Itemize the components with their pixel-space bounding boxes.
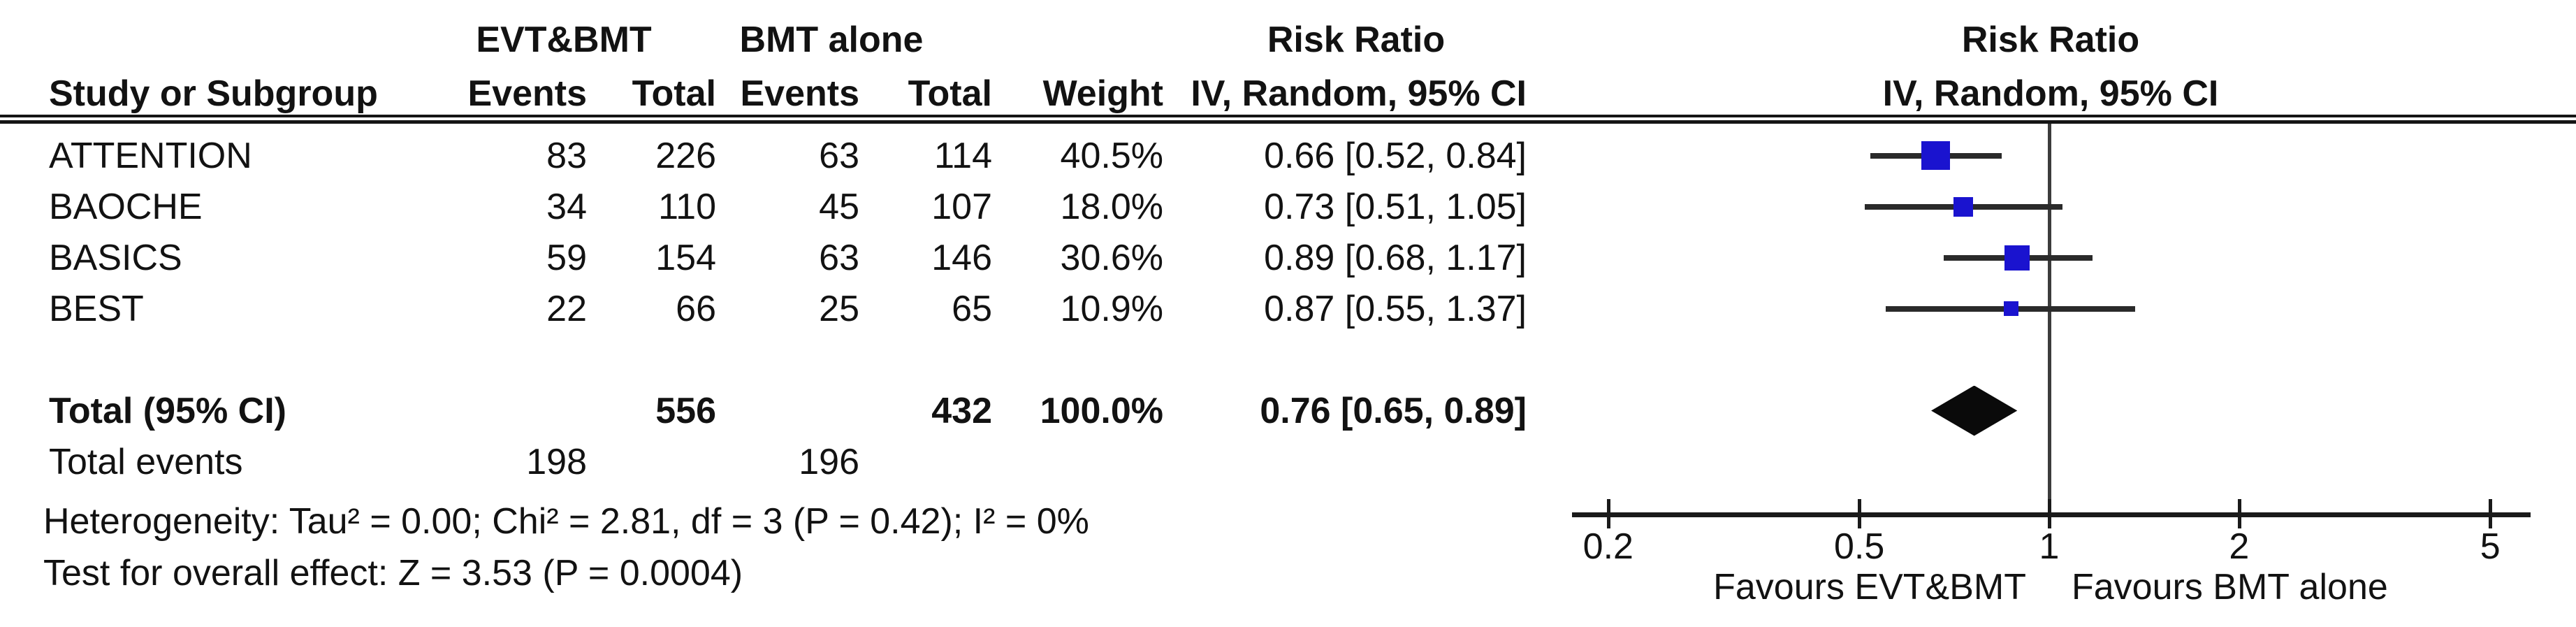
axis-tick-mark [1858, 499, 1862, 528]
study-marker [1921, 141, 1950, 170]
events-treatment: 59 [546, 237, 587, 278]
header-separator [0, 115, 2576, 124]
axis-tick-mark [2048, 499, 2051, 528]
axis-tick-label: 1 [2039, 526, 2060, 567]
events-treatment: 34 [546, 186, 587, 227]
study-name: BAOCHE [49, 186, 203, 227]
weight-value: 30.6% [1060, 237, 1163, 278]
ci-text: 0.73 [0.51, 1.05] [1264, 186, 1527, 227]
column-header-method-text: IV, Random, 95% CI [1191, 73, 1527, 114]
total-treatment: 154 [655, 237, 716, 278]
total-treatment: 66 [676, 288, 716, 329]
ci-text: 0.89 [0.68, 1.17] [1264, 237, 1527, 278]
events-control: 25 [819, 288, 859, 329]
favours-right-label: Favours BMT alone [2072, 567, 2388, 607]
weight-value: 18.0% [1060, 186, 1163, 227]
events-control: 63 [819, 135, 859, 176]
axis-tick-label: 0.2 [1582, 526, 1633, 567]
column-header-method-plot: IV, Random, 95% CI [1882, 73, 2219, 114]
study-name: BEST [49, 288, 144, 329]
events-control: 63 [819, 237, 859, 278]
total-row-label: Total (95% CI) [49, 390, 286, 431]
events-treatment: 83 [546, 135, 587, 176]
ci-text: 0.66 [0.52, 0.84] [1264, 135, 1527, 176]
study-marker [1953, 196, 1973, 217]
group-header-control: BMT alone [739, 20, 924, 60]
events-treatment: 22 [546, 288, 587, 329]
effect-title-plot-column: Risk Ratio [1961, 20, 2140, 60]
total-row-n-control: 432 [931, 390, 992, 431]
axis-tick-mark [2489, 499, 2493, 528]
total-row-ci-text: 0.76 [0.65, 0.89] [1260, 390, 1527, 431]
total-events-label: Total events [49, 441, 243, 482]
axis-tick-mark [1606, 499, 1610, 528]
total-events-control: 196 [799, 441, 859, 482]
study-name: BASICS [49, 237, 182, 278]
axis-tick-label: 2 [2229, 526, 2250, 567]
study-name: ATTENTION [49, 135, 252, 176]
column-header-weight: Weight [1042, 73, 1163, 114]
total-treatment: 110 [658, 186, 716, 227]
overall-effect-stats: Test for overall effect: Z = 3.53 (P = 0… [43, 553, 743, 593]
favours-left-label: Favours EVT&BMT [1713, 567, 2026, 607]
axis-tick-label: 5 [2480, 526, 2501, 567]
ci-text: 0.87 [0.55, 1.37] [1264, 288, 1527, 329]
total-events-treatment: 198 [526, 441, 587, 482]
effect-title-text-column: Risk Ratio [1267, 20, 1446, 60]
axis-tick-mark [2237, 499, 2241, 528]
weight-value: 40.5% [1060, 135, 1163, 176]
column-header-events-control: Events [740, 73, 859, 114]
total-control: 114 [934, 135, 992, 176]
null-effect-line [2048, 124, 2051, 528]
column-header-events-treatment: Events [467, 73, 587, 114]
column-header-total-treatment: Total [632, 73, 716, 114]
x-axis-line [1572, 512, 2531, 517]
weight-value: 10.9% [1060, 288, 1163, 329]
heterogeneity-stats: Heterogeneity: Tau² = 0.00; Chi² = 2.81,… [43, 501, 1089, 542]
study-marker [2003, 301, 2018, 316]
total-row-weight: 100.0% [1040, 390, 1163, 431]
events-control: 45 [819, 186, 859, 227]
total-control: 107 [931, 186, 992, 227]
summary-diamond [1931, 385, 2018, 436]
total-treatment: 226 [655, 135, 716, 176]
column-header-study: Study or Subgroup [49, 73, 378, 114]
total-control: 146 [931, 237, 992, 278]
total-row-n-treatment: 556 [655, 390, 716, 431]
total-control: 65 [952, 288, 992, 329]
column-header-total-control: Total [908, 73, 992, 114]
study-marker [2004, 245, 2030, 271]
group-header-treatment: EVT&BMT [476, 20, 652, 60]
axis-tick-label: 0.5 [1834, 526, 1885, 567]
